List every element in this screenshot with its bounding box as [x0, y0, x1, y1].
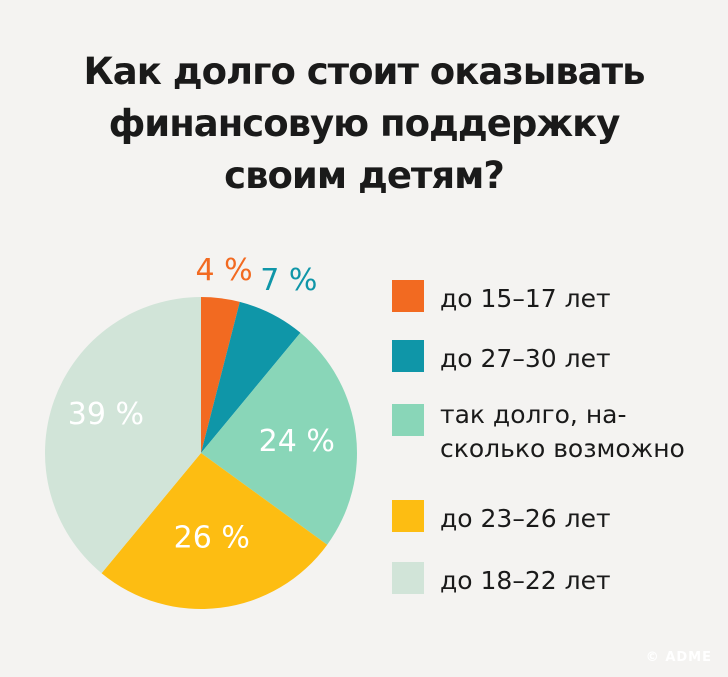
pie-data-label: 4 %	[196, 253, 253, 288]
legend-label: до 15–17 лет	[440, 284, 611, 313]
legend-label: до 18–22 лет	[440, 566, 611, 595]
legend-swatch	[392, 280, 424, 312]
legend-label: так долго, на-	[440, 400, 627, 429]
legend-swatch	[392, 562, 424, 594]
legend-label: до 23–26 лет	[440, 504, 611, 533]
pie-slice	[201, 332, 357, 545]
legend-swatch	[392, 500, 424, 532]
pie-data-label: 24 %	[259, 424, 335, 459]
pie-slice	[44, 297, 202, 574]
credit-watermark: © ADME	[645, 650, 712, 665]
legend-label-line-2: сколько возможно	[440, 434, 685, 463]
title-line-2: финансовую поддержку	[108, 102, 621, 145]
pie-slice	[201, 297, 240, 453]
pie-data-label: 39 %	[68, 397, 144, 432]
pie-slice	[101, 453, 328, 609]
pie-data-label: 26 %	[174, 521, 250, 556]
legend-swatch	[392, 340, 424, 372]
legend-swatch	[392, 404, 424, 436]
legend-label: до 27–30 лет	[440, 344, 611, 373]
pie-data-label: 7 %	[260, 263, 317, 298]
title-line-3: своим детям?	[224, 154, 505, 197]
chart-title: Как долго стоит оказывать финансовую под…	[0, 46, 728, 202]
pie-slice	[201, 301, 301, 453]
title-line-1: Как долго стоит оказывать	[83, 50, 646, 93]
